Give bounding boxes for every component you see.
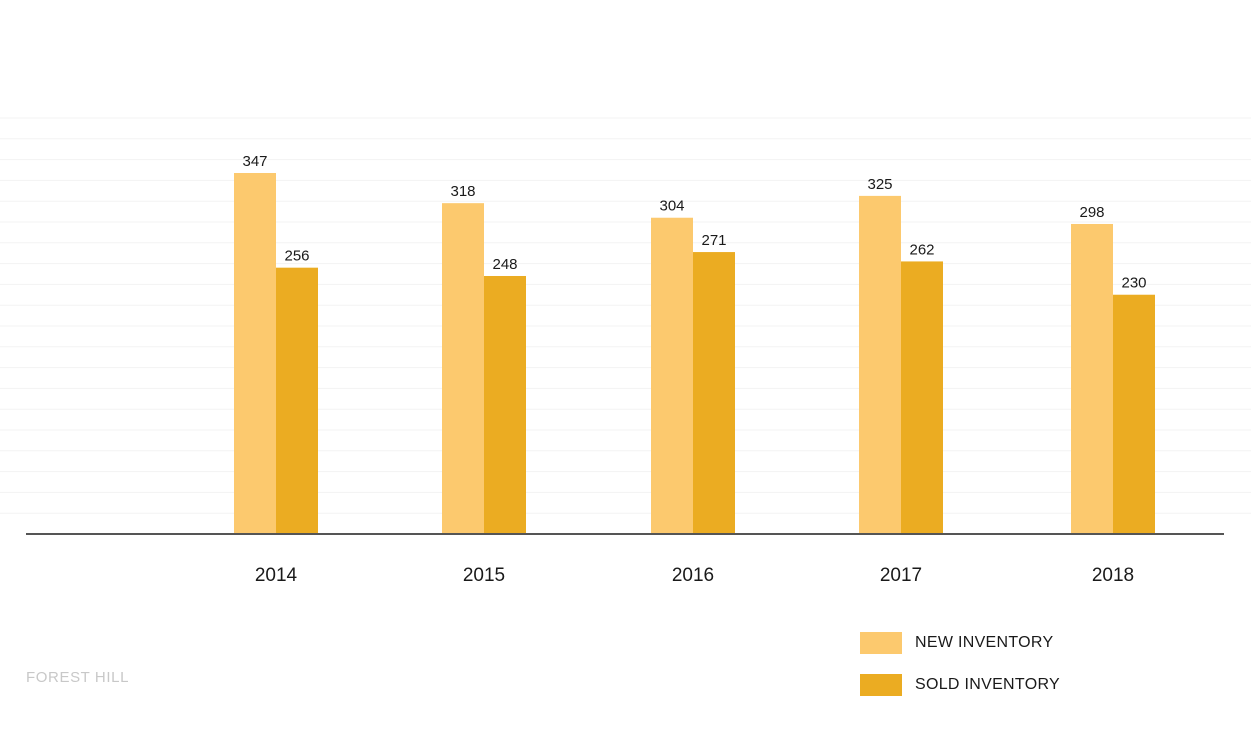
bar-sold-inventory-2017 xyxy=(901,261,943,534)
value-label-sold-inventory-2015: 248 xyxy=(492,256,517,273)
legend-swatch-new-inventory xyxy=(860,632,902,654)
bar-sold-inventory-2015 xyxy=(484,275,526,534)
x-tick-label-2018: 2018 xyxy=(1092,565,1134,586)
legend-label-new-inventory: NEW INVENTORY xyxy=(915,634,1054,651)
gridlines xyxy=(0,117,1251,514)
value-label-sold-inventory-2017: 262 xyxy=(909,241,934,258)
bar-new-inventory-2016 xyxy=(651,217,693,534)
bar-sold-inventory-2014 xyxy=(276,267,318,534)
value-label-sold-inventory-2016: 271 xyxy=(701,232,726,249)
bar-new-inventory-2015 xyxy=(442,203,484,534)
legend-item-sold-inventory: SOLD INVENTORY xyxy=(860,664,1060,706)
value-label-new-inventory-2018: 298 xyxy=(1079,204,1104,221)
bar-new-inventory-2014 xyxy=(234,173,276,534)
bar-new-inventory-2017 xyxy=(859,195,901,534)
x-tick-label-2014: 2014 xyxy=(255,565,298,586)
value-label-new-inventory-2014: 347 xyxy=(242,153,267,170)
value-label-new-inventory-2015: 318 xyxy=(450,183,475,200)
x-axis-ticks: 2014 2015 2016 2017 2018 xyxy=(255,565,1134,586)
legend-item-new-inventory: NEW INVENTORY xyxy=(860,622,1060,664)
legend-label-sold-inventory: SOLD INVENTORY xyxy=(915,676,1060,693)
value-label-new-inventory-2016: 304 xyxy=(659,198,684,215)
legend-swatch-sold-inventory xyxy=(860,674,902,696)
legend: NEW INVENTORY SOLD INVENTORY xyxy=(860,622,1060,706)
x-tick-label-2016: 2016 xyxy=(672,565,714,586)
bar-sold-inventory-2016 xyxy=(693,252,735,534)
value-labels: 347 256 318 248 304 271 325 262 298 230 xyxy=(242,153,1146,292)
value-label-sold-inventory-2014: 256 xyxy=(284,248,309,265)
bar-sold-inventory-2018 xyxy=(1113,294,1155,534)
bar-new-inventory-2018 xyxy=(1071,223,1113,535)
value-label-new-inventory-2017: 325 xyxy=(867,176,892,193)
value-label-sold-inventory-2018: 230 xyxy=(1121,275,1146,292)
x-tick-label-2015: 2015 xyxy=(463,565,505,586)
x-tick-label-2017: 2017 xyxy=(880,565,922,586)
bars xyxy=(234,173,1155,535)
footer-label: FOREST HILL xyxy=(26,669,130,686)
